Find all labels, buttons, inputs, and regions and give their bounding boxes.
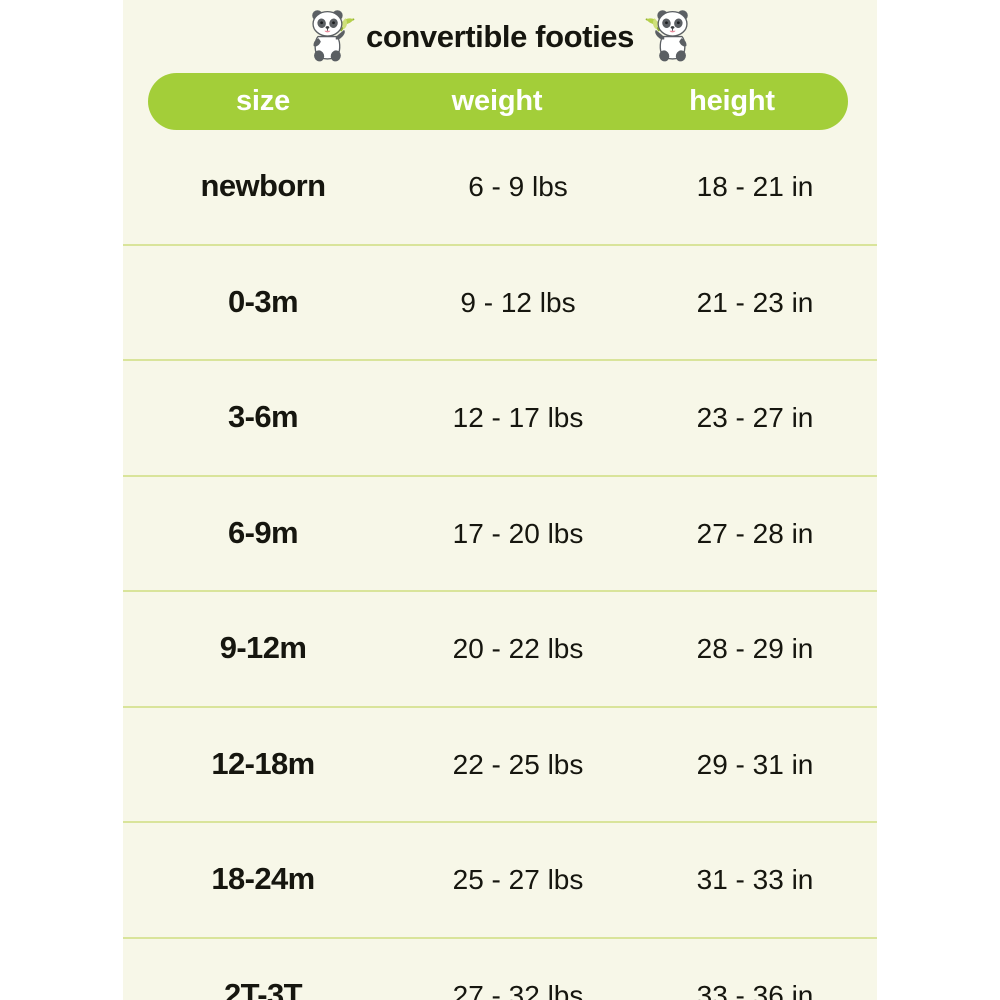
cell-weight: 27 - 32 lbs (452, 979, 584, 1000)
table-row: 0-3m 9 - 12 lbs 21 - 23 in (123, 246, 877, 361)
table-header-bar: size weight height (148, 73, 848, 130)
column-header-size: size (235, 85, 290, 117)
cell-size: 2T-3T (224, 976, 303, 1000)
chart-panel-background (123, 0, 877, 1000)
cell-size: 6-9m (228, 514, 299, 550)
cell-size: newborn (200, 168, 327, 204)
table-row: 3-6m 12 - 17 lbs 23 - 27 in (123, 361, 877, 477)
cell-size: 0-3m (228, 283, 299, 319)
cell-weight: 22 - 25 lbs (452, 748, 584, 780)
cell-height: 31 - 33 in (696, 864, 814, 896)
cell-height: 27 - 28 in (696, 517, 814, 549)
cell-size: 9-12m (219, 630, 307, 666)
table-row: 2T-3T 27 - 32 lbs 33 - 36 in (123, 939, 877, 1000)
chart-header: convertible footies (123, 0, 877, 72)
cell-height: 29 - 31 in (696, 748, 814, 780)
cell-weight: 9 - 12 lbs (460, 286, 576, 318)
page-title: convertible footies (365, 18, 634, 54)
cell-weight: 17 - 20 lbs (452, 517, 584, 549)
cell-weight: 6 - 9 lbs (468, 171, 568, 203)
cell-weight: 25 - 27 lbs (452, 864, 584, 896)
table-row: 12-18m 22 - 25 lbs 29 - 31 in (123, 708, 877, 823)
cell-height: 23 - 27 in (696, 402, 814, 434)
table-row: 9-12m 20 - 22 lbs 28 - 29 in (123, 592, 877, 708)
table-row: 18-24m 25 - 27 lbs 31 - 33 in (123, 823, 877, 939)
column-header-weight: weight (451, 85, 543, 117)
cell-height: 18 - 21 in (696, 171, 814, 203)
size-table-body: newborn 6 - 9 lbs 18 - 21 in 0-3m 9 - 12… (123, 130, 877, 1000)
cell-height: 28 - 29 in (696, 633, 814, 665)
table-row: newborn 6 - 9 lbs 18 - 21 in (123, 130, 877, 246)
cell-height: 33 - 36 in (696, 979, 814, 1000)
table-row: 6-9m 17 - 20 lbs 27 - 28 in (123, 477, 877, 592)
cell-weight: 12 - 17 lbs (452, 402, 584, 434)
panda-icon (312, 10, 355, 62)
cell-size: 12-18m (211, 745, 315, 781)
column-header-height: height (689, 85, 775, 117)
cell-size: 3-6m (228, 399, 299, 435)
cell-weight: 20 - 22 lbs (452, 633, 584, 665)
panda-icon (645, 10, 688, 62)
cell-height: 21 - 23 in (696, 286, 814, 318)
cell-size: 18-24m (211, 861, 315, 897)
